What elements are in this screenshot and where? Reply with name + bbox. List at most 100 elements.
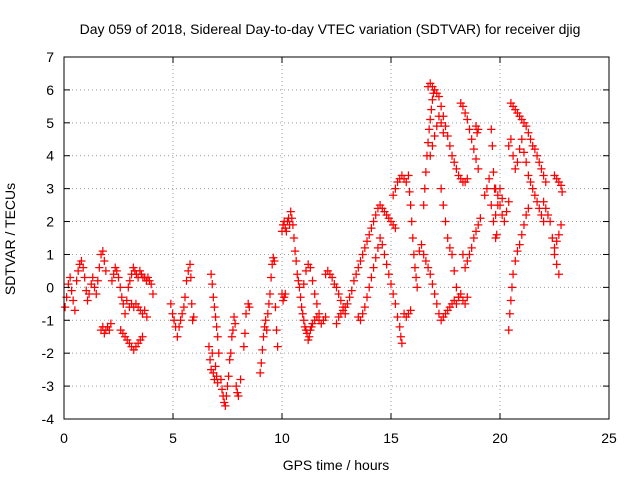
data-point	[224, 372, 233, 381]
data-point	[522, 210, 531, 220]
data-point	[508, 151, 518, 160]
data-point	[454, 293, 463, 302]
data-point	[558, 187, 567, 197]
data-point	[369, 263, 378, 272]
data-point	[228, 326, 238, 335]
data-point	[373, 243, 383, 252]
x-tick-label: 0	[60, 430, 68, 446]
y-tick-label: 2	[46, 214, 54, 230]
data-point	[241, 309, 251, 318]
data-point	[492, 230, 501, 239]
data-point	[233, 388, 242, 397]
data-point	[380, 250, 389, 259]
data-point	[147, 279, 156, 289]
data-point	[140, 306, 149, 315]
data-point	[417, 240, 426, 249]
data-point	[226, 349, 235, 358]
data-point	[347, 286, 356, 295]
data-point	[474, 164, 483, 174]
data-point	[111, 263, 120, 272]
data-point	[409, 250, 419, 259]
data-point	[439, 200, 448, 210]
data-point	[489, 168, 498, 177]
data-point	[124, 283, 133, 292]
data-point	[266, 273, 276, 282]
x-tick-label: 15	[383, 430, 399, 446]
data-point	[548, 233, 557, 243]
data-point	[532, 151, 542, 160]
data-point	[495, 200, 505, 210]
data-point	[212, 322, 221, 331]
data-point	[404, 171, 413, 180]
data-point	[410, 263, 420, 272]
data-point	[423, 263, 433, 272]
data-point	[293, 270, 302, 279]
data-point	[443, 233, 452, 243]
data-point	[312, 299, 322, 308]
data-point	[371, 210, 380, 220]
data-point	[208, 349, 217, 358]
data-point	[214, 349, 223, 358]
data-point	[83, 296, 92, 305]
data-point	[489, 217, 498, 226]
data-point	[239, 342, 248, 351]
data-point	[356, 256, 365, 266]
data-point	[332, 319, 341, 328]
data-point	[524, 128, 533, 137]
data-point	[129, 263, 138, 272]
data-point	[393, 312, 402, 322]
data-point	[211, 312, 220, 322]
data-point	[506, 296, 516, 305]
data-point	[295, 283, 304, 292]
data-point	[96, 250, 106, 259]
data-point	[305, 332, 314, 341]
data-point	[517, 135, 526, 144]
data-point	[411, 273, 421, 282]
data-point	[87, 279, 96, 289]
data-point	[522, 158, 531, 167]
data-point	[471, 227, 481, 236]
data-point	[465, 125, 474, 134]
data-point	[554, 270, 563, 279]
data-point	[281, 289, 290, 299]
data-point	[530, 145, 540, 154]
data-point	[452, 283, 461, 292]
data-point	[463, 115, 472, 124]
data-point	[345, 293, 354, 302]
data-point	[60, 302, 70, 312]
data-point	[281, 224, 290, 233]
data-point	[114, 273, 123, 282]
data-point	[351, 270, 361, 279]
data-point	[236, 375, 245, 384]
data-point	[299, 279, 308, 289]
data-point	[445, 243, 454, 252]
data-point	[261, 316, 270, 325]
data-point	[216, 375, 226, 384]
data-point	[72, 276, 81, 285]
data-point	[75, 260, 84, 269]
data-point	[556, 220, 566, 229]
data-point	[103, 322, 112, 331]
data-point	[419, 200, 428, 210]
data-point	[360, 243, 369, 252]
data-point	[186, 273, 196, 282]
data-point	[80, 273, 89, 282]
data-point	[189, 312, 198, 322]
ticks-layer	[63, 56, 610, 420]
data-point	[493, 191, 502, 200]
data-point	[269, 253, 278, 262]
data-point	[188, 316, 197, 325]
data-point	[452, 164, 461, 174]
data-point	[280, 293, 289, 302]
data-point	[282, 227, 291, 236]
data-point	[179, 302, 189, 312]
data-point	[240, 329, 250, 338]
data-point	[77, 256, 86, 266]
data-point	[543, 210, 553, 220]
x-tick-label: 5	[169, 430, 177, 446]
data-point	[360, 302, 369, 312]
data-point	[321, 312, 330, 322]
data-point	[437, 118, 446, 127]
data-point	[93, 276, 102, 285]
